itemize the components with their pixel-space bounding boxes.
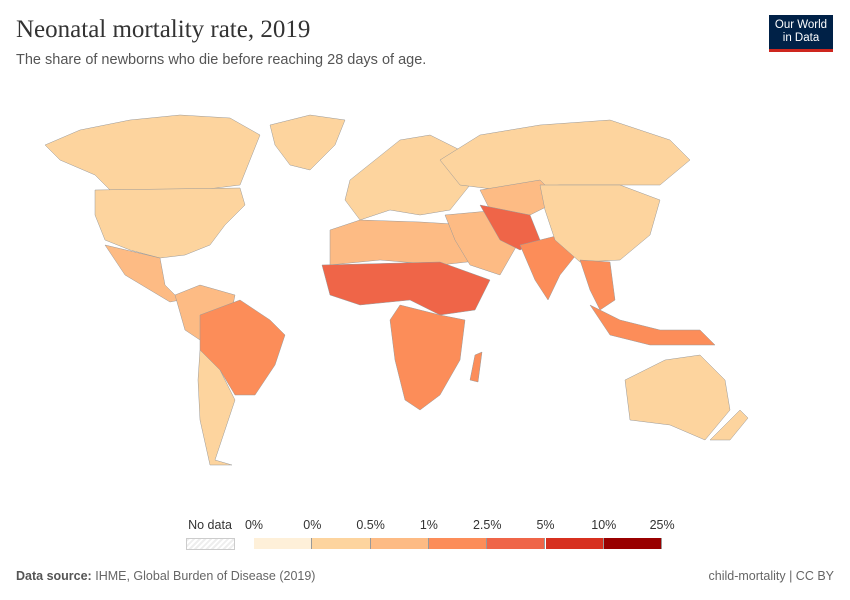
region-southern-africa[interactable] [389, 304, 466, 411]
legend-tick-label: 5% [536, 518, 555, 532]
region-southern-cone[interactable] [197, 349, 236, 466]
region-usa[interactable] [94, 187, 246, 259]
legend-bin[interactable] [487, 538, 546, 549]
legend-tick-label: 10% [591, 518, 617, 532]
region-china-east-asia[interactable] [539, 184, 661, 263]
legend-tick-label: 0% [244, 518, 264, 532]
region-new-zealand[interactable] [709, 409, 749, 441]
legend-no-data-swatch [186, 538, 235, 550]
legend-tick-label: 0% [303, 518, 322, 532]
legend-bin[interactable] [603, 538, 663, 549]
legend-bin[interactable] [370, 538, 429, 549]
legend-no-data-label: No data [188, 518, 232, 532]
region-madagascar[interactable] [469, 351, 483, 383]
legend-tick-label: 0.5% [356, 518, 385, 532]
region-russia[interactable] [439, 119, 691, 191]
region-greenland[interactable] [269, 114, 346, 171]
legend-tick-label: 2.5% [472, 518, 502, 532]
region-indonesia[interactable] [589, 304, 716, 346]
region-canada-alaska[interactable] [44, 114, 261, 191]
legend-tick-label: 1% [419, 518, 438, 532]
legend-bin[interactable] [254, 538, 313, 549]
region-southeast-asia[interactable] [579, 259, 616, 311]
legend-bin[interactable] [428, 538, 488, 549]
license-link[interactable]: child-mortality | CC BY [708, 569, 835, 583]
owid-logo[interactable]: Our World in Data [769, 15, 833, 52]
legend-bin[interactable] [312, 538, 371, 549]
subtitle: The share of newborns who die before rea… [16, 52, 427, 68]
page-title: Neonatal mortality rate, 2019 [16, 16, 311, 43]
legend-tick-label: 25% [649, 518, 675, 532]
region-europe[interactable] [344, 134, 471, 221]
region-mexico-central-america[interactable] [104, 244, 181, 303]
data-source: Data source: IHME, Global Burden of Dise… [16, 569, 316, 583]
world-map [44, 114, 749, 466]
region-australia[interactable] [624, 354, 731, 441]
legend-bin[interactable] [545, 538, 604, 549]
